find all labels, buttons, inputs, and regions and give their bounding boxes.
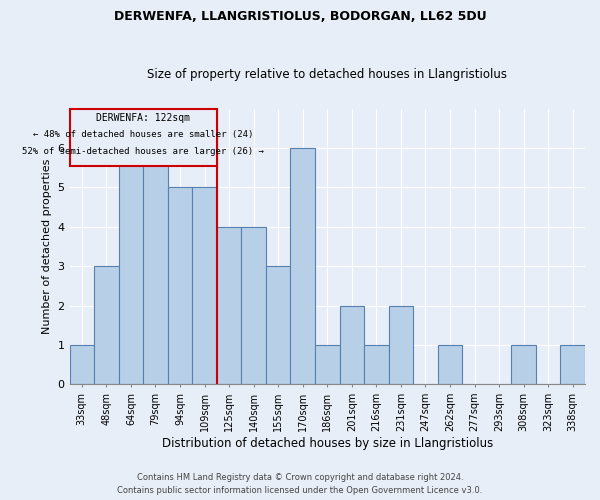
- Bar: [119, 148, 143, 384]
- Bar: [560, 345, 585, 385]
- Bar: [511, 345, 536, 385]
- Bar: [70, 345, 94, 385]
- Title: Size of property relative to detached houses in Llangristiolus: Size of property relative to detached ho…: [147, 68, 507, 81]
- Bar: [290, 148, 315, 384]
- Bar: [192, 188, 217, 384]
- Bar: [364, 345, 389, 385]
- Text: 52% of semi-detached houses are larger (26) →: 52% of semi-detached houses are larger (…: [22, 148, 264, 156]
- Bar: [315, 345, 340, 385]
- Bar: [241, 226, 266, 384]
- Bar: [167, 188, 192, 384]
- Text: Contains HM Land Registry data © Crown copyright and database right 2024.
Contai: Contains HM Land Registry data © Crown c…: [118, 474, 482, 495]
- Bar: [389, 306, 413, 384]
- Text: ← 48% of detached houses are smaller (24): ← 48% of detached houses are smaller (24…: [33, 130, 253, 138]
- FancyBboxPatch shape: [70, 108, 217, 166]
- Text: DERWENFA, LLANGRISTIOLUS, BODORGAN, LL62 5DU: DERWENFA, LLANGRISTIOLUS, BODORGAN, LL62…: [113, 10, 487, 23]
- Bar: [340, 306, 364, 384]
- Bar: [217, 226, 241, 384]
- Text: DERWENFA: 122sqm: DERWENFA: 122sqm: [96, 114, 190, 124]
- X-axis label: Distribution of detached houses by size in Llangristiolus: Distribution of detached houses by size …: [161, 437, 493, 450]
- Bar: [438, 345, 462, 385]
- Bar: [94, 266, 119, 384]
- Y-axis label: Number of detached properties: Number of detached properties: [42, 158, 52, 334]
- Bar: [143, 148, 167, 384]
- Bar: [266, 266, 290, 384]
